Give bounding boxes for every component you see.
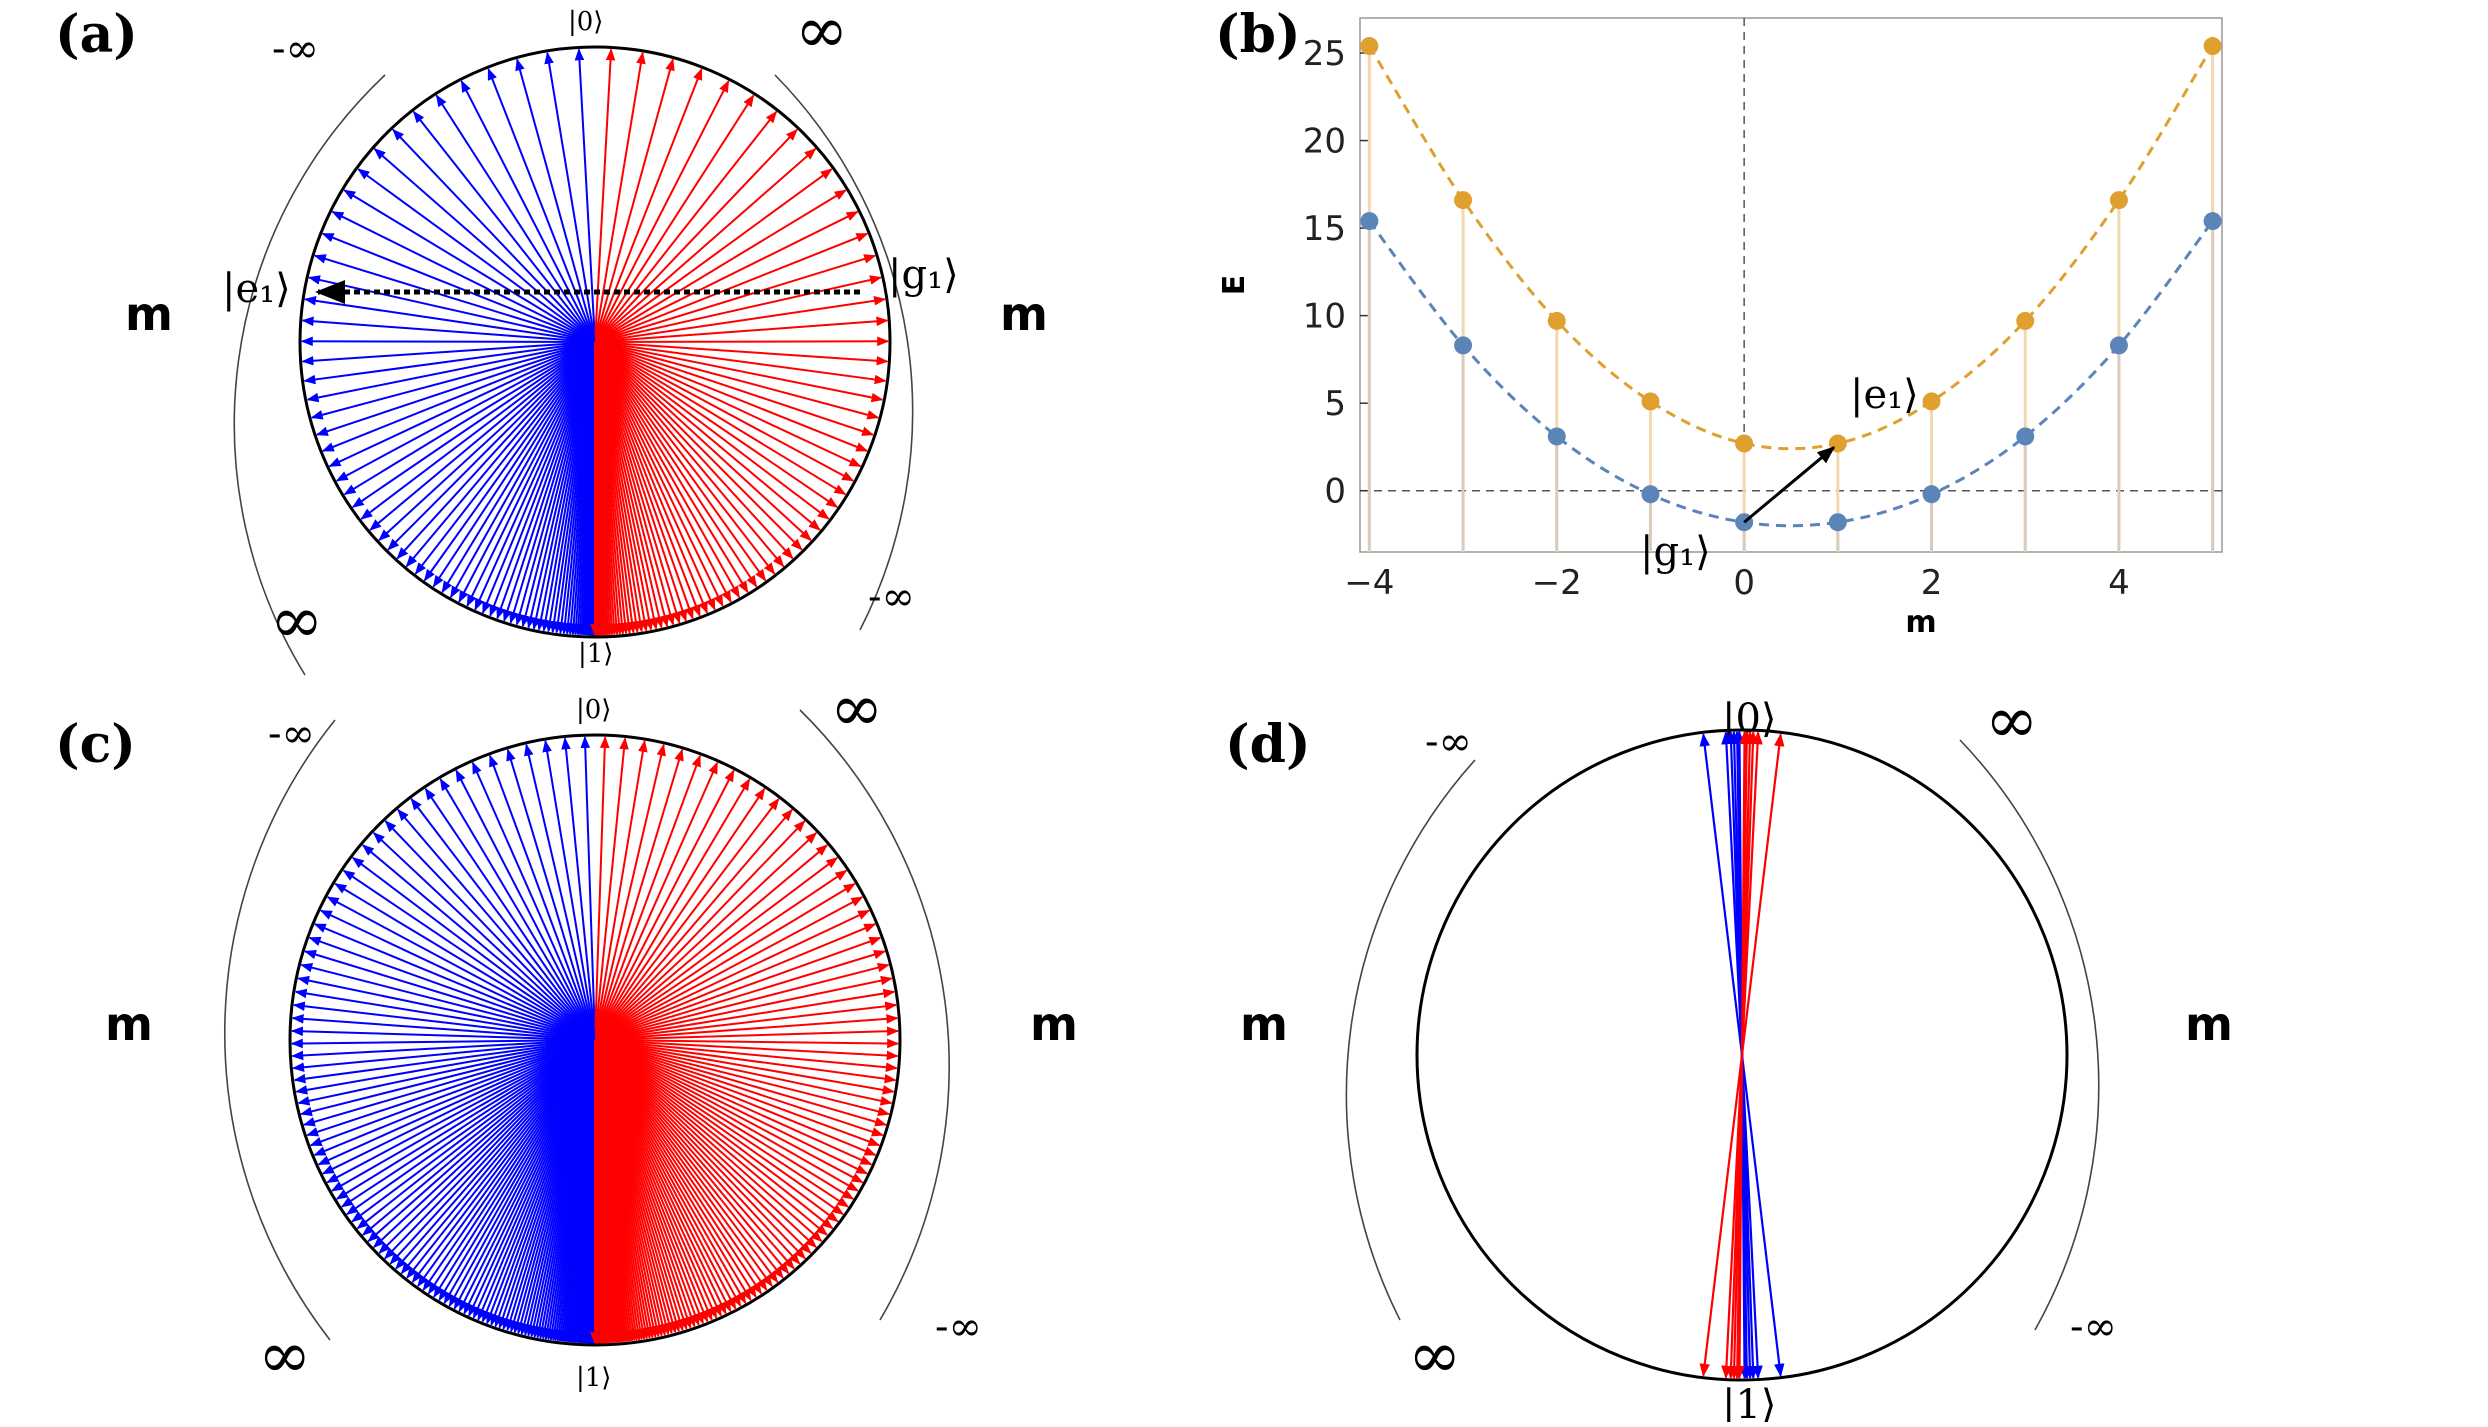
energy-chart: −4 −2 0 2 4 0 5 10 15 20 25 m E: [1217, 18, 2222, 640]
y-tick-label: 0: [1324, 472, 1346, 512]
panel-a-blue-arrow: [302, 341, 595, 342]
series-2-point: [1360, 212, 1378, 230]
panel-c-blue-arrow: [441, 779, 595, 1040]
panel-d-top-left-infinity: -∞: [1425, 719, 1472, 765]
panel-a: (a) -∞ ∞ ∞ -∞ m m |0⟩ |1⟩ |e₁⟩ |g₁⟩: [55, 0, 1048, 675]
transition-arrow: [1744, 447, 1834, 522]
panel-a-right-arc: [775, 75, 913, 630]
panel-a-left-m-label: m: [125, 287, 173, 341]
series-1-point: [1923, 392, 1941, 410]
panel-c-right-arc: [800, 710, 949, 1320]
panel-a-top-right-infinity: ∞: [795, 0, 848, 68]
panel-a-red-arrow: [595, 69, 702, 342]
panel-d-right-m-label: m: [2185, 997, 2233, 1051]
panel-a-bottom-right-infinity: -∞: [868, 574, 915, 620]
panel-c-arrow-fan: [292, 737, 898, 1343]
series-2-point: [1641, 485, 1659, 503]
panel-a-ket-0: |0⟩: [568, 7, 603, 37]
series-2-point: [2016, 427, 2034, 445]
series-1-point: [1735, 434, 1753, 452]
x-axis-label: m: [1905, 605, 1936, 640]
panel-d-top-right-infinity: ∞: [1985, 684, 2038, 758]
panel-d-ket-1: |1⟩: [1722, 1382, 1777, 1422]
series-2-point: [1548, 427, 1566, 445]
panel-b: (b) −4 −2 0 2 4 0 5 10 15 20 25 m E |e₁⟩ |g₁⟩: [1215, 4, 2222, 640]
panel-b-e1-label: |e₁⟩: [1850, 372, 1919, 418]
y-tick-label: 25: [1303, 34, 1346, 74]
panel-a-g1-label: |g₁⟩: [888, 252, 959, 298]
series-2-point: [2204, 212, 2222, 230]
x-tick-label: 2: [1921, 563, 1943, 603]
panel-a-label: (a): [55, 4, 138, 65]
panel-d: (d) -∞ ∞ ∞ -∞ m m |0⟩ |1⟩: [1225, 684, 2233, 1422]
panel-c-label: (c): [55, 714, 136, 775]
series-2-curve: [1369, 221, 2212, 526]
panel-a-blue-arrow: [488, 69, 595, 342]
x-tick-label: −4: [1344, 563, 1394, 603]
panel-c-left-m-label: m: [105, 997, 153, 1051]
panel-a-red-arrow: [595, 96, 753, 342]
panel-a-red-arrow: [595, 81, 728, 342]
y-tick-label: 20: [1303, 122, 1346, 162]
panel-c: (c) -∞ ∞ ∞ -∞ m m |0⟩ |1⟩: [55, 672, 1078, 1393]
panel-c-top-left-infinity: -∞: [268, 711, 315, 757]
series-1-point: [1454, 191, 1472, 209]
series-1-point: [1548, 312, 1566, 330]
panel-a-ket-1: |1⟩: [578, 639, 613, 669]
y-tick-label: 5: [1324, 384, 1346, 424]
panel-d-left-m-label: m: [1240, 997, 1288, 1051]
panel-a-blue-arrow: [462, 81, 595, 342]
panel-c-left-arc: [225, 720, 335, 1340]
panel-d-bottom-right-infinity: -∞: [2070, 1304, 2117, 1350]
y-axis-label: E: [1217, 275, 1252, 296]
y-tick-label: 10: [1303, 297, 1346, 337]
panel-a-red-arrow: [595, 341, 888, 342]
panel-d-arrow-fan: [1703, 732, 1780, 1378]
panel-d-bottom-left-infinity: ∞: [1408, 1319, 1461, 1393]
panel-a-red-arrow: [595, 190, 846, 342]
panel-a-e1-label: |e₁⟩: [222, 266, 291, 312]
panel-b-label: (b): [1215, 4, 1301, 65]
panel-d-left-arc: [1346, 760, 1475, 1320]
panel-a-right-m-label: m: [1000, 287, 1048, 341]
panel-c-bottom-left-infinity: ∞: [258, 1319, 311, 1393]
series-1-point: [2110, 191, 2128, 209]
series-1-point: [1641, 392, 1659, 410]
panel-a-red-arrow: [595, 149, 815, 342]
x-tick-label: 4: [2108, 563, 2130, 603]
series-2-point: [1829, 513, 1847, 531]
series-1-point: [2016, 312, 2034, 330]
series-1-point: [2204, 37, 2222, 55]
panel-c-ket-1: |1⟩: [576, 1363, 611, 1393]
panel-a-blue-arrow: [344, 190, 595, 342]
panel-c-red-arrow: [595, 779, 749, 1040]
panel-b-g1-label: |g₁⟩: [1640, 529, 1711, 575]
series-2-point: [2110, 336, 2128, 354]
panel-c-top-right-infinity: ∞: [830, 672, 883, 746]
panel-c-right-m-label: m: [1030, 997, 1078, 1051]
x-tick-label: 0: [1733, 563, 1755, 603]
panel-a-blue-arrow: [375, 149, 595, 342]
panel-d-right-arc: [1960, 740, 2099, 1330]
plot-frame: [1360, 18, 2222, 552]
panel-c-bottom-right-infinity: -∞: [935, 1304, 982, 1350]
panel-a-bottom-left-infinity: ∞: [270, 584, 323, 658]
panel-c-ket-0: |0⟩: [576, 695, 611, 725]
panel-a-blue-arrow: [437, 96, 595, 342]
series-2-point: [1923, 485, 1941, 503]
series-1-curve: [1369, 46, 2212, 449]
panel-a-arrow-fan: [302, 49, 888, 635]
panel-d-label: (d): [1225, 714, 1311, 775]
series-1-point: [1360, 37, 1378, 55]
series-2-point: [1454, 336, 1472, 354]
x-tick-label: −2: [1532, 563, 1582, 603]
panel-a-top-left-infinity: -∞: [272, 26, 319, 72]
y-tick-label: 15: [1303, 209, 1346, 249]
